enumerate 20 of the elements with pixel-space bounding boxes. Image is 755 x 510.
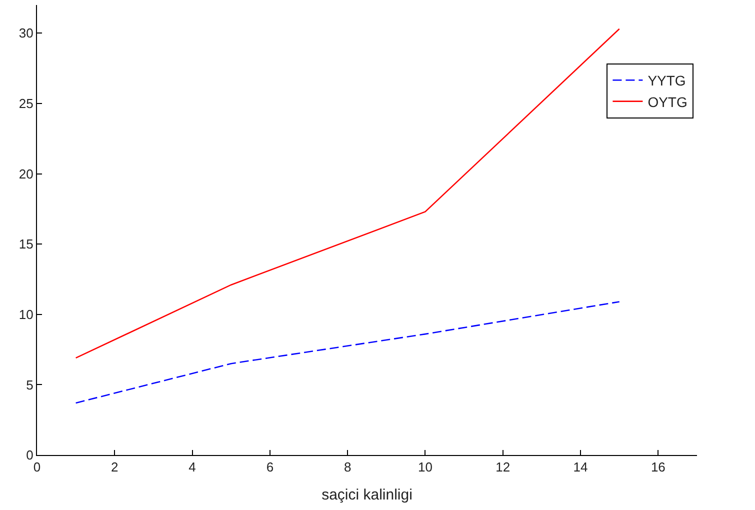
x-tick-label: 8 (344, 460, 352, 475)
legend-label: YYTG (648, 72, 686, 89)
x-tick-label: 10 (418, 460, 432, 475)
line-series (75, 28, 620, 359)
x-tick-label: 12 (496, 460, 510, 475)
y-tick-label: 10 (18, 306, 34, 322)
legend-label: OYTG (648, 94, 688, 110)
x-tick-label: 6 (266, 460, 274, 475)
x-tick-label: 14 (573, 460, 588, 475)
x-tick-label: 2 (111, 460, 118, 475)
x-axis-title: saçici kalinligi (322, 486, 412, 504)
x-tick-label: 4 (188, 460, 196, 475)
x-tick-label: 16 (650, 460, 666, 475)
line-series (75, 301, 620, 404)
y-tick-label: 0 (26, 448, 34, 463)
y-tick-label: 15 (18, 236, 34, 252)
y-tick-label: 25 (18, 96, 34, 111)
y-tick-label: 5 (26, 377, 34, 392)
y-tick-label: 30 (18, 26, 34, 41)
y-tick-label: 20 (18, 166, 34, 182)
